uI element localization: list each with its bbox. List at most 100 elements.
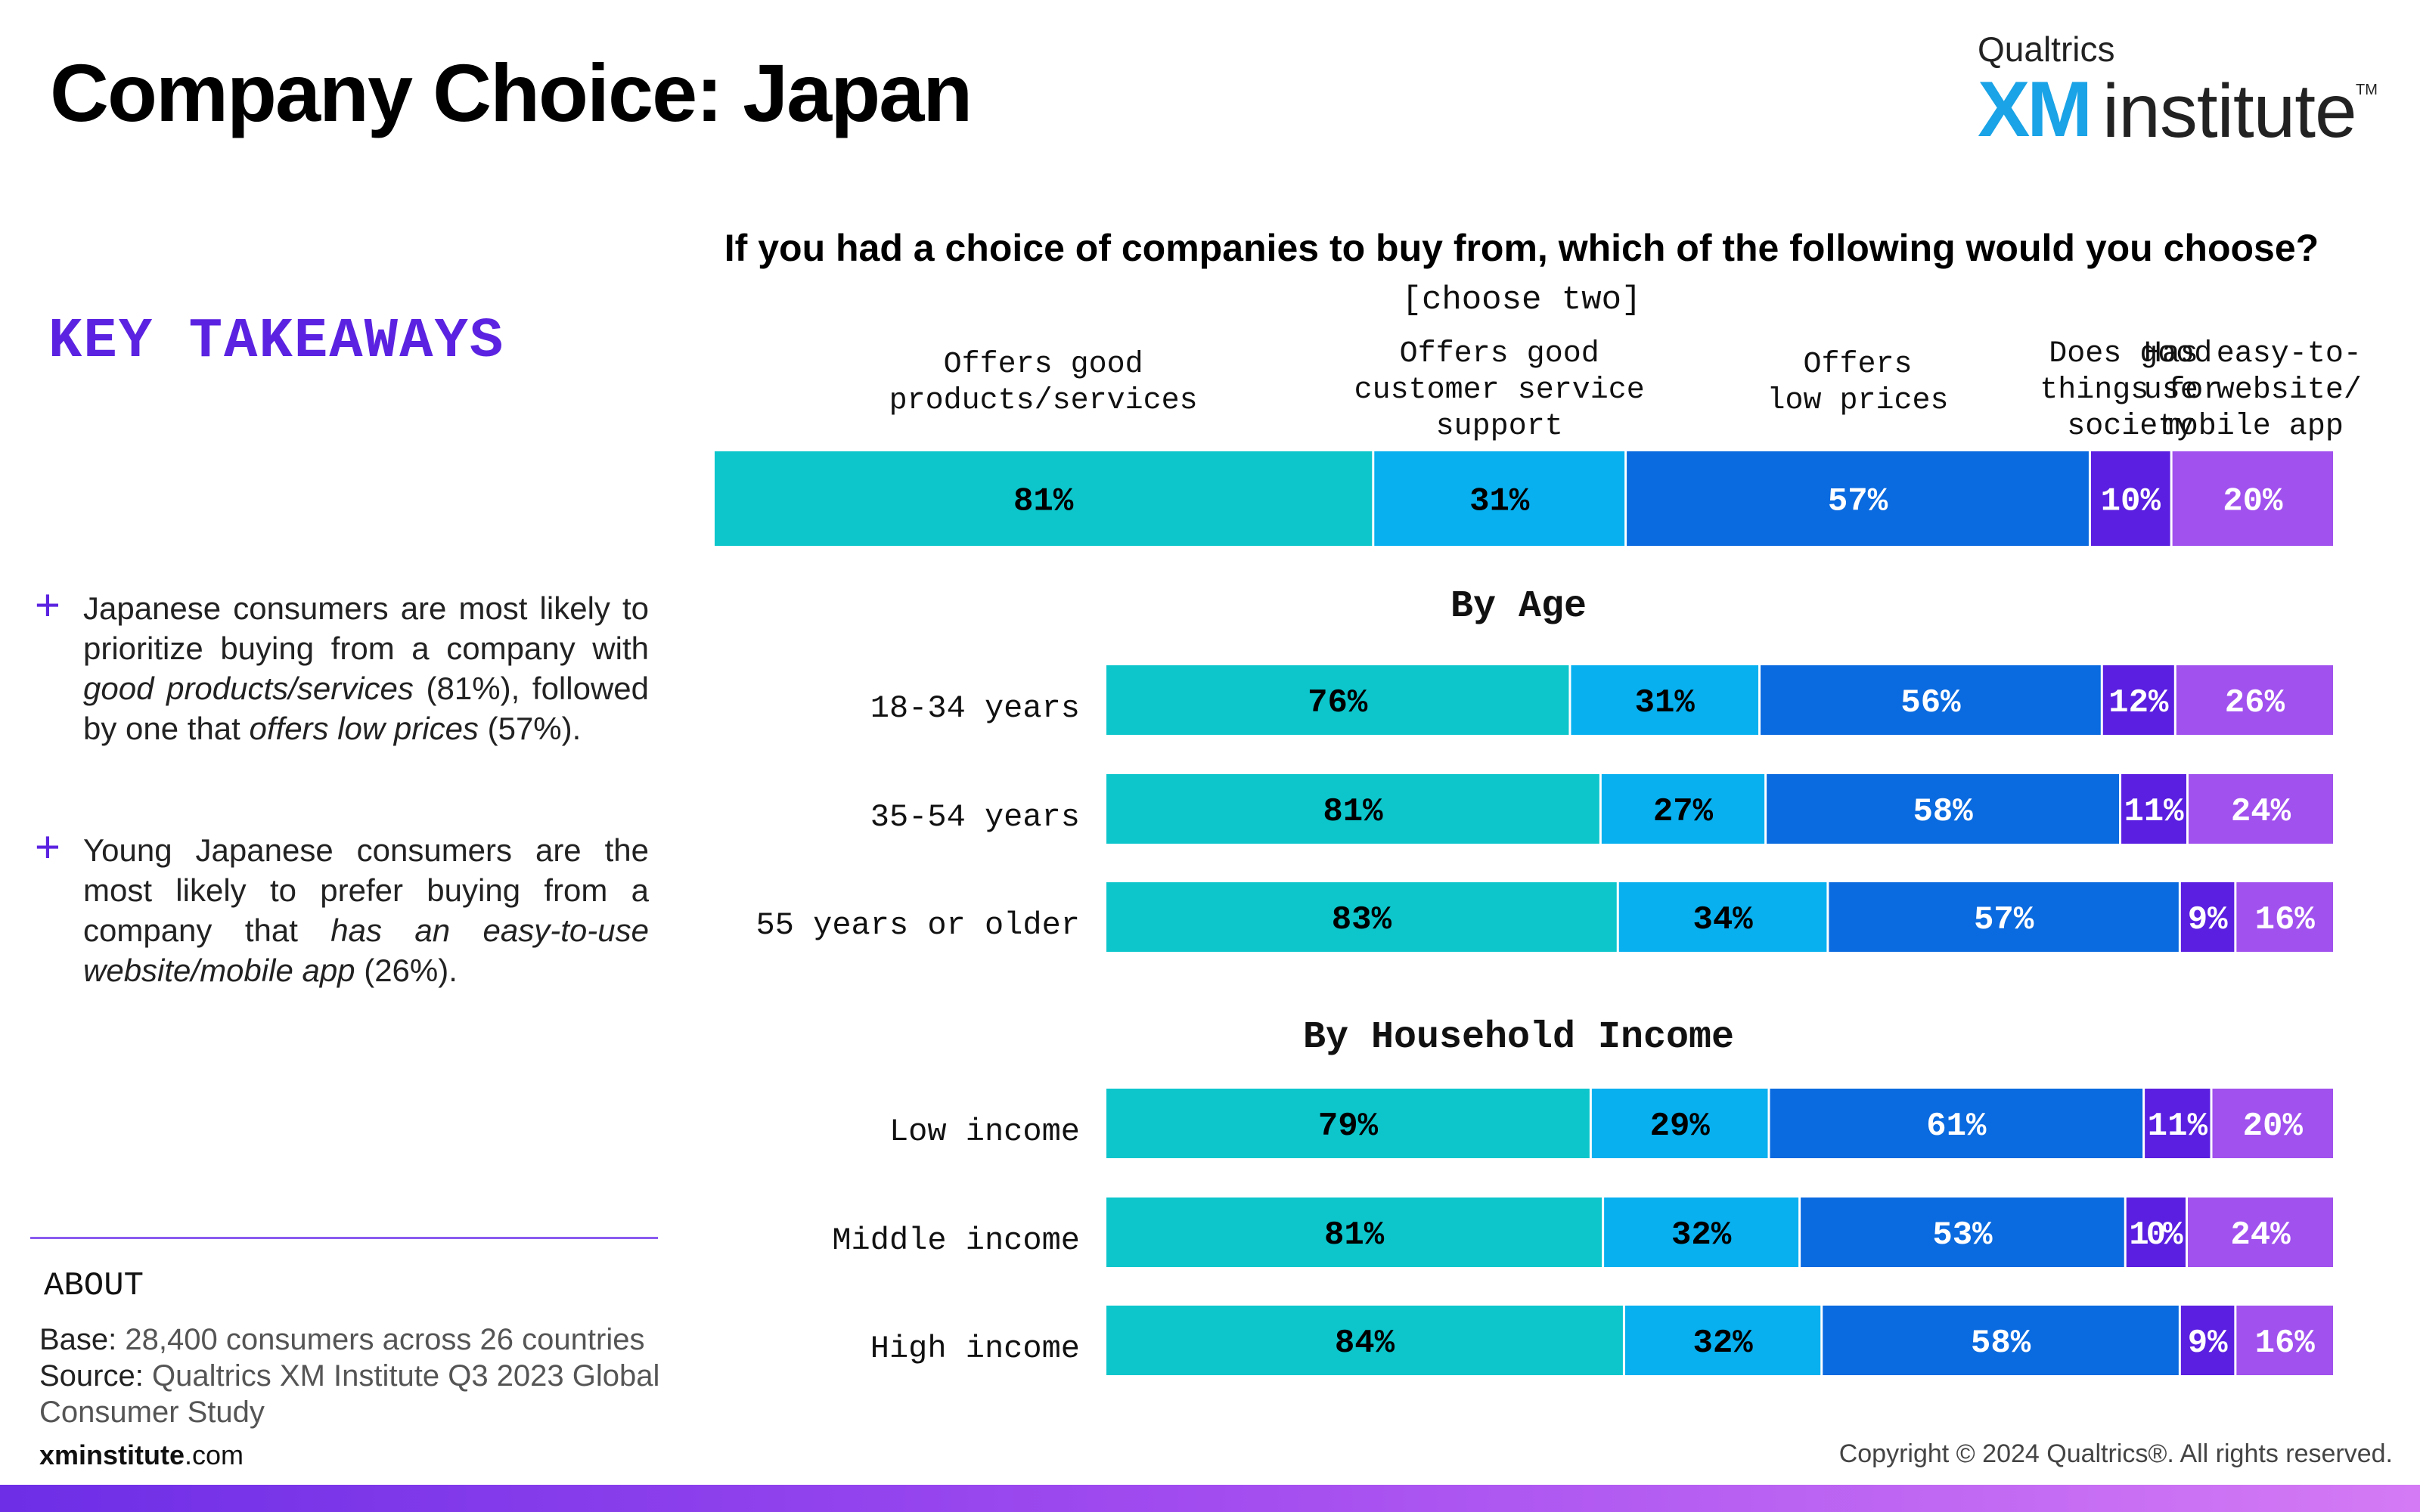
overall-bar-segment xyxy=(2090,451,2170,546)
series-header-label: support xyxy=(1436,410,1563,444)
row-data-label: 31% xyxy=(1635,684,1696,722)
row-bar-segment xyxy=(2212,1089,2333,1158)
row-data-label: 53% xyxy=(1932,1216,1993,1254)
row-bar-segment xyxy=(2180,1306,2235,1375)
logo-institute-text: institute xyxy=(2102,69,2357,153)
row-label: Low income xyxy=(889,1114,1080,1150)
row-bar-segment xyxy=(1829,882,2179,952)
row-bar-segment xyxy=(2126,1198,2186,1267)
overall-bar-segment xyxy=(1627,451,2089,546)
row-label: Middle income xyxy=(832,1222,1080,1259)
row-data-label: 12% xyxy=(2108,684,2169,722)
about-source: Source: Qualtrics XM Institute Q3 2023 G… xyxy=(39,1359,659,1393)
takeaway-1-part: Japanese consumers are most likely to pr… xyxy=(83,590,649,666)
row-data-label: 10% xyxy=(2129,1216,2183,1254)
source-value-line2: Consumer Study xyxy=(39,1396,265,1429)
series-header-label: society xyxy=(2067,410,2194,444)
overall-data-label: 10% xyxy=(2101,483,2161,521)
row-data-label: 76% xyxy=(1308,684,1368,722)
about-divider xyxy=(30,1237,658,1239)
row-bar-segment xyxy=(1106,1306,1623,1375)
logo-xm-text: XM xyxy=(1978,66,2093,153)
row-data-label: 58% xyxy=(1913,793,1973,831)
row-data-label: 9% xyxy=(2188,901,2228,939)
row-bar-segment xyxy=(1767,774,2120,844)
bottom-gradient-bar xyxy=(0,1485,2420,1512)
row-bar-segment xyxy=(1801,1198,2124,1267)
row-label: 35-54 years xyxy=(870,799,1080,835)
row-label: 55 years or older xyxy=(756,907,1080,943)
row-data-label: 11% xyxy=(2148,1108,2208,1145)
row-bar-segment xyxy=(1624,1306,1821,1375)
row-bar-segment xyxy=(1571,665,1759,735)
row-data-label: 34% xyxy=(1692,901,1753,939)
row-data-label: 58% xyxy=(1971,1325,2031,1362)
about-heading: ABOUT xyxy=(44,1267,144,1305)
page-title: Company Choice: Japan xyxy=(50,47,973,138)
row-data-label: 16% xyxy=(2255,901,2316,939)
row-bar-segment xyxy=(1106,882,1617,952)
plus-icon: + xyxy=(35,823,60,872)
row-bar-segment xyxy=(1770,1089,2143,1158)
row-data-label: 32% xyxy=(1692,1325,1753,1362)
row-data-label: 29% xyxy=(1650,1108,1711,1145)
row-bar-segment xyxy=(2180,882,2235,952)
row-data-label: 16% xyxy=(2255,1325,2316,1362)
row-label: High income xyxy=(870,1331,1080,1367)
row-bar-segment xyxy=(2145,1089,2211,1158)
row-data-label: 11% xyxy=(2124,793,2185,831)
takeaway-1-emphasis: offers low prices xyxy=(249,711,479,746)
row-bar-segment xyxy=(1823,1306,2179,1375)
row-bar-segment xyxy=(2236,1306,2333,1375)
row-bar-segment xyxy=(2236,882,2333,952)
logo-qualtrics-text: Qualtrics xyxy=(1978,29,2115,69)
takeaway-1-part: (81%), followed by one that xyxy=(83,671,649,746)
site-link[interactable]: xminstitute.com xyxy=(39,1439,244,1471)
chart-title: If you had a choice of companies to buy … xyxy=(724,227,2319,269)
row-data-label: 57% xyxy=(1974,901,2034,939)
row-bar-segment xyxy=(1591,1089,1768,1158)
copyright-text: Copyright © 2024 Qualtrics®. All rights … xyxy=(1838,1439,2393,1468)
source-value-line1: Qualtrics XM Institute Q3 2023 Global xyxy=(151,1359,660,1393)
overall-data-label: 31% xyxy=(1469,483,1530,521)
series-header-label: Has easy-to- xyxy=(2144,337,2362,371)
series-header-label: Offers good xyxy=(944,348,1143,382)
takeaway-1-emphasis: good products/services xyxy=(83,671,414,706)
series-header-label: mobile app xyxy=(2162,410,2344,444)
plus-icon: + xyxy=(35,581,60,630)
series-header-label: Does good xyxy=(2049,337,2212,371)
row-bar-segment xyxy=(1618,882,1827,952)
takeaway-text-2: Young Japanese consumers are the most li… xyxy=(83,830,649,990)
row-data-label: 20% xyxy=(2243,1108,2304,1145)
base-label: Base: xyxy=(39,1323,117,1356)
row-bar-segment xyxy=(2188,1198,2333,1267)
row-bar-segment xyxy=(1106,1089,1590,1158)
overall-data-label: 57% xyxy=(1828,483,1888,521)
source-label: Source: xyxy=(39,1359,144,1393)
about-base: Base: 28,400 consumers across 26 countri… xyxy=(39,1323,644,1357)
row-data-label: 81% xyxy=(1324,1216,1385,1254)
row-data-label: 9% xyxy=(2188,1325,2228,1362)
series-header-label: customer service xyxy=(1354,373,1645,407)
row-data-label: 27% xyxy=(1653,793,1714,831)
series-header-label: Offers xyxy=(1804,348,1913,382)
overall-bar-segment xyxy=(715,451,1373,546)
row-bar-segment xyxy=(2102,665,2174,735)
chart-subtitle: [choose two] xyxy=(1402,281,1642,319)
site-rest: .com xyxy=(185,1439,244,1470)
takeaway-1-part: (57%). xyxy=(478,711,582,746)
row-data-label: 79% xyxy=(1318,1108,1379,1145)
overall-data-label: 81% xyxy=(1013,483,1074,521)
row-bar-segment xyxy=(1106,665,1569,735)
series-header-label: products/services xyxy=(889,384,1198,418)
row-bar-segment xyxy=(1604,1198,1799,1267)
series-header-label: Offers good xyxy=(1400,337,1599,371)
row-bar-segment xyxy=(2176,665,2333,735)
series-header-label: things for xyxy=(2040,373,2221,407)
row-label: 18-34 years xyxy=(870,690,1080,727)
row-data-label: 83% xyxy=(1332,901,1392,939)
overall-bar-segment xyxy=(2172,451,2333,546)
key-takeaways-heading: KEY TAKEAWAYS xyxy=(48,310,505,373)
series-header-label: low prices xyxy=(1767,384,1948,418)
takeaway-2-part: (26%). xyxy=(355,953,458,988)
